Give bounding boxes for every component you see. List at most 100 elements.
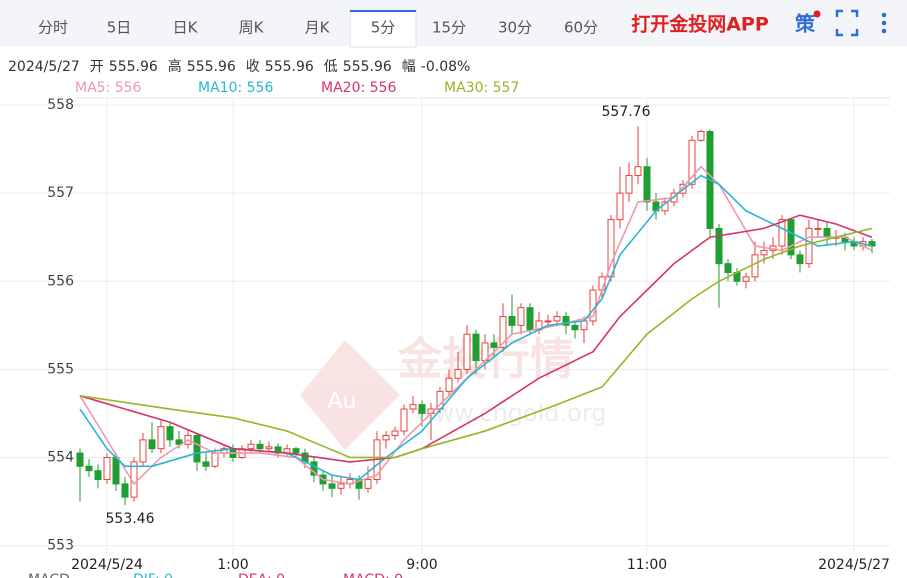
candle-body — [562, 316, 570, 326]
tab[interactable]: 60分 — [564, 19, 598, 37]
candle-body — [625, 175, 633, 194]
fullscreen-icon[interactable] — [835, 9, 859, 37]
y-tick-label: 556 — [47, 273, 74, 289]
tab[interactable]: 30分 — [498, 19, 532, 37]
max-label: 557.76 — [602, 104, 651, 120]
candle-body — [526, 307, 534, 331]
x-tick-label: 1:00 — [217, 557, 248, 573]
candle-body — [724, 263, 732, 273]
x-tick-label: 9:00 — [406, 557, 437, 573]
indicator-label: MACD: 0 — [343, 572, 403, 578]
candle-body — [148, 439, 156, 450]
candle-body — [364, 479, 372, 489]
candle-body — [688, 139, 696, 185]
candle-body — [256, 443, 264, 450]
quote-label: 收 — [246, 59, 260, 75]
candle-body — [445, 377, 453, 392]
quote-label: 开 — [90, 59, 104, 75]
x-tick-label: 11:00 — [627, 557, 667, 573]
candle-body — [517, 307, 525, 326]
quote-label: 高 — [168, 58, 182, 75]
candle-body — [463, 333, 471, 370]
quote-value: -0.08% — [421, 59, 471, 75]
candle-body — [778, 219, 786, 247]
candle-body — [76, 452, 84, 467]
more-icon[interactable] — [881, 12, 887, 34]
candle-body — [571, 324, 579, 331]
candle-body — [508, 316, 516, 326]
ma-line — [79, 227, 873, 459]
quote-value: 555.96 — [187, 59, 236, 75]
tab[interactable]: 月K — [305, 19, 331, 37]
watermark-au: Au — [328, 389, 357, 414]
legend-entry: MA30: 557 — [444, 80, 519, 96]
y-tick-label: 557 — [47, 185, 74, 201]
min-label: 553.46 — [106, 511, 155, 527]
ma-line — [79, 214, 873, 463]
candle-body — [166, 426, 174, 441]
candle-body — [211, 452, 219, 467]
quote-value: 555.96 — [109, 59, 158, 75]
legend-entry: MA5: 556 — [75, 80, 142, 96]
tab[interactable]: 5分 — [371, 19, 396, 37]
candle-body — [418, 404, 426, 414]
candle-body — [805, 227, 813, 265]
candle-body — [490, 342, 498, 348]
tab[interactable]: 日K — [173, 19, 199, 37]
candle-body — [121, 483, 129, 498]
watermark-url: www.cngold.org — [415, 399, 607, 427]
candle-body — [499, 316, 507, 348]
candle-body — [553, 316, 561, 322]
ma-line — [79, 165, 873, 486]
indicator-label: DEA: 0 — [238, 572, 285, 578]
active-tab-indicator — [350, 10, 416, 12]
candle-body — [580, 320, 588, 331]
quote-label: 低 — [324, 59, 338, 75]
candle-body — [742, 276, 750, 282]
candle-body — [544, 320, 552, 323]
candle-body — [715, 227, 723, 265]
x-tick-label: 2024/5/27 — [818, 557, 890, 573]
candle-body — [823, 227, 831, 238]
badge — [813, 10, 821, 18]
candle-body — [337, 483, 345, 489]
candle-body — [247, 443, 255, 450]
promo-link[interactable]: 打开金投网APP — [631, 13, 769, 36]
candle-body — [139, 439, 147, 463]
tab[interactable]: 15分 — [432, 19, 466, 37]
watermark-logo — [300, 340, 400, 450]
candle-body — [193, 434, 201, 463]
candle-body — [616, 192, 624, 221]
y-tick-label: 554 — [47, 449, 74, 465]
candle-body — [112, 456, 120, 485]
candle-body — [202, 461, 210, 467]
quote-value: 555.96 — [343, 59, 392, 75]
candle-body — [391, 430, 399, 436]
candle-body — [760, 249, 768, 256]
candle-body — [409, 404, 417, 410]
legend-entry: MA10: 556 — [198, 80, 273, 96]
tab[interactable]: 周K — [239, 19, 265, 37]
candle-body — [85, 465, 93, 472]
candle-body — [400, 408, 408, 432]
indicator-label: MACD — [28, 572, 70, 578]
y-tick-label: 558 — [47, 97, 74, 113]
tab[interactable]: 5日 — [107, 19, 132, 37]
candle-body — [814, 227, 822, 230]
candle-body — [454, 368, 462, 379]
y-tick-label: 555 — [47, 361, 74, 377]
tab-bar — [0, 0, 907, 46]
indicator-label: DIF: 0 — [133, 572, 173, 578]
strategy-icon[interactable]: 策 — [795, 12, 816, 36]
candle-body — [697, 130, 705, 141]
candle-body — [382, 434, 390, 441]
candle-body — [103, 456, 111, 481]
tab[interactable]: 分时 — [38, 19, 68, 37]
legend-entry: MA20: 556 — [321, 80, 396, 96]
active-tab-bg — [349, 9, 417, 48]
candle-body — [751, 254, 759, 278]
candle-body — [265, 446, 273, 450]
y-tick-label: 553 — [47, 538, 74, 554]
